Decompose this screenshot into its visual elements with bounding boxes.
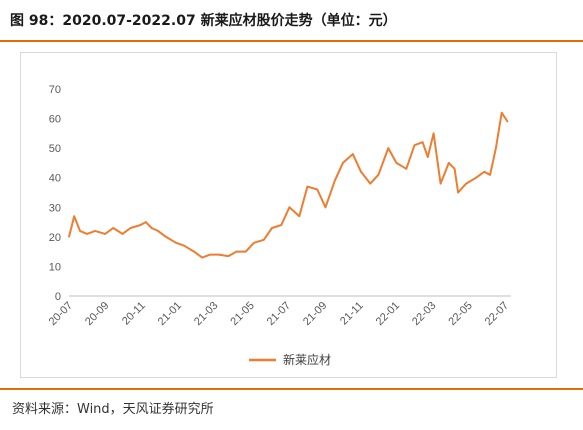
data-point: [306, 185, 309, 188]
x-tick-label: 21-01: [156, 300, 184, 328]
x-tick-label: 21-05: [228, 300, 256, 328]
data-point: [209, 253, 212, 256]
data-point: [395, 162, 398, 164]
data-point: [500, 111, 503, 114]
data-point: [377, 173, 380, 176]
y-tick-label: 20: [49, 232, 61, 244]
data-point: [175, 241, 177, 244]
data-point: [150, 227, 153, 229]
data-point: [475, 176, 477, 179]
data-point: [427, 156, 429, 158]
data-point: [439, 182, 442, 185]
data-point: [405, 168, 408, 170]
x-tick-label: 22-07: [483, 300, 511, 328]
data-point: [139, 224, 142, 226]
data-point: [79, 230, 81, 232]
data-point: [183, 244, 185, 247]
legend-label: 新莱应材: [283, 352, 331, 367]
data-point: [157, 230, 159, 232]
data-point: [121, 233, 124, 235]
data-point: [227, 255, 230, 257]
data-point: [112, 227, 114, 229]
data-point: [288, 206, 291, 209]
data-point: [352, 153, 354, 155]
y-tick-label: 50: [49, 143, 61, 155]
data-point: [201, 256, 203, 259]
x-tick-label: 20-11: [120, 300, 148, 328]
data-point: [413, 144, 416, 146]
data-point: [495, 147, 497, 149]
source-note: 资料来源：Wind，天风证券研究所: [12, 402, 214, 417]
title-divider: [0, 40, 583, 42]
x-tick-label: 21-07: [265, 300, 293, 328]
stock-price-chart: 0 10 20 30 40 50 60 70 20-07 20-09 20-11 21-01 21-03…: [47, 84, 511, 367]
y-tick-label: 10: [49, 261, 61, 273]
y-tick-label: 70: [49, 84, 61, 96]
data-point: [245, 250, 247, 253]
y-tick-label: 30: [49, 202, 61, 214]
data-point: [73, 215, 76, 217]
y-tick-label: 60: [49, 114, 61, 126]
data-point: [421, 141, 424, 144]
data-point: [217, 253, 220, 256]
data-point: [506, 120, 509, 123]
x-tick-label: 21-03: [192, 300, 220, 328]
x-tick-label: 21-09: [301, 300, 329, 328]
data-point: [342, 162, 344, 164]
data-point: [387, 147, 390, 149]
series-line-xinlai: [68, 111, 509, 259]
x-tick-label: 21-11: [338, 300, 366, 328]
data-point: [94, 230, 96, 232]
data-point: [489, 173, 491, 176]
data-point: [193, 250, 195, 253]
data-point: [280, 224, 283, 226]
data-point: [165, 236, 167, 238]
data-point: [333, 179, 336, 182]
data-point: [271, 227, 273, 229]
data-point: [298, 215, 301, 217]
data-point: [129, 227, 132, 229]
data-point: [447, 162, 450, 164]
data-point: [144, 221, 147, 223]
data-point: [253, 241, 255, 244]
data-point: [263, 239, 265, 241]
chart-frame: 0 10 20 30 40 50 60 70 20-07 20-09 20-11 21-01 21-03…: [20, 52, 557, 378]
data-point: [316, 188, 319, 191]
data-point: [324, 206, 327, 209]
data-point: [457, 191, 459, 194]
data-point: [104, 233, 106, 235]
x-tick-label: 20-07: [47, 300, 75, 328]
data-point: [369, 182, 372, 185]
data-point: [432, 132, 435, 135]
x-tick-label: 22-01: [374, 300, 402, 328]
x-tick-label: 20-09: [83, 300, 111, 328]
data-point: [68, 236, 70, 238]
data-point: [465, 182, 468, 185]
y-tick-label: 40: [49, 173, 61, 185]
source-divider: [0, 388, 583, 390]
x-tick-label: 22-03: [410, 300, 438, 328]
x-tick-label: 22-05: [446, 300, 474, 328]
data-point: [360, 171, 362, 173]
data-point: [483, 171, 486, 173]
chart-title: 图 98：2020.07-2022.07 新莱应材股价走势（单位：元）: [10, 13, 397, 29]
data-point: [86, 233, 88, 235]
data-point: [235, 250, 238, 253]
y-tick-label: 0: [55, 291, 61, 303]
data-point: [453, 168, 456, 170]
